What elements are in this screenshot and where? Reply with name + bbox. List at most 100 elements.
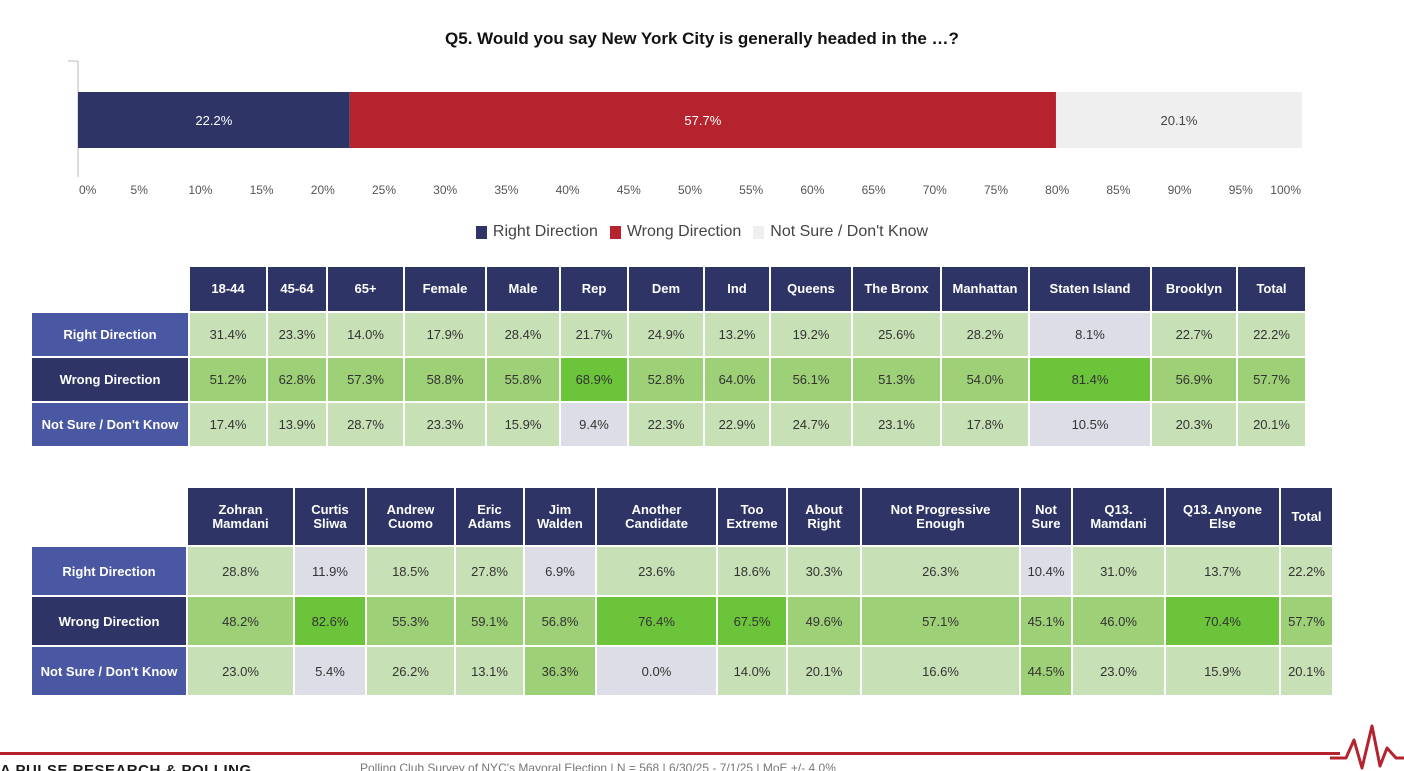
table-cell: 57.3% <box>328 358 403 401</box>
table-cell: 20.1% <box>1281 647 1332 695</box>
table-cell: 22.9% <box>705 403 769 446</box>
table-cell: 48.2% <box>188 597 293 645</box>
footer-survey-note: Polling Club Survey of NYC's Mayoral Ele… <box>360 761 836 771</box>
table-cell: 17.4% <box>190 403 266 446</box>
table-cell: 25.6% <box>853 313 940 356</box>
column-header: Jim Walden <box>525 488 595 545</box>
x-tick-label: 90% <box>1168 183 1192 197</box>
table-cell: 24.7% <box>771 403 851 446</box>
table-cell: 20.1% <box>788 647 860 695</box>
table-cell: 55.8% <box>487 358 559 401</box>
legend-swatch <box>753 225 765 239</box>
stacked-bar-chart: 22.2% 57.7% 20.1% 0% 5% 10% 15% 20% 25% 30% 35% 40%… <box>68 60 1302 197</box>
row-header: Right Direction <box>32 547 186 595</box>
crosstab-demographics: 18-44 45-64 65+ Female Male Rep Dem Ind Queens Th… <box>30 265 1307 448</box>
table-cell: 58.8% <box>405 358 485 401</box>
table-cell: 5.4% <box>295 647 365 695</box>
table-cell: 68.9% <box>561 358 627 401</box>
column-header: Female <box>405 267 485 311</box>
column-header: Not Progressive Enough <box>862 488 1019 545</box>
table-cell: 26.2% <box>367 647 454 695</box>
table-cell: 16.6% <box>862 647 1019 695</box>
column-header: Queens <box>771 267 851 311</box>
table-cell: 17.9% <box>405 313 485 356</box>
table-cell: 10.4% <box>1021 547 1071 595</box>
table-cell: 17.8% <box>942 403 1028 446</box>
table-cell: 26.3% <box>862 547 1019 595</box>
table-cell: 81.4% <box>1030 358 1150 401</box>
table-cell: 14.0% <box>328 313 403 356</box>
table-cell: 11.9% <box>295 547 365 595</box>
table-cell: 28.4% <box>487 313 559 356</box>
table-cell: 15.9% <box>1166 647 1279 695</box>
column-header: 18-44 <box>190 267 266 311</box>
table-row: Wrong Direction 51.2% 62.8% 57.3% 58.8% 55.8%… <box>32 358 1305 401</box>
table-cell: 56.8% <box>525 597 595 645</box>
bar-segment-right-direction <box>78 92 350 148</box>
footer-logo-text: A PULSE RESEARCH & POLLING <box>0 762 252 771</box>
footer-divider <box>0 752 1340 755</box>
table-cell: 18.6% <box>718 547 786 595</box>
table-row: Right Direction 31.4% 23.3% 14.0% 17.9% 28.4%… <box>32 313 1305 356</box>
column-header: 65+ <box>328 267 403 311</box>
column-header: Total <box>1281 488 1332 545</box>
table-cell: 23.3% <box>268 313 326 356</box>
bar-label-not-sure-don-t-know: 20.1% <box>1161 113 1198 128</box>
column-header: The Bronx <box>853 267 940 311</box>
chart-title: Q5. Would you say New York City is gener… <box>445 29 959 48</box>
row-header: Wrong Direction <box>32 597 186 645</box>
table-cell: 49.6% <box>788 597 860 645</box>
table-corner <box>32 267 188 311</box>
x-tick-label: 75% <box>984 183 1008 197</box>
table-cell: 55.3% <box>367 597 454 645</box>
column-header: Eric Adams <box>456 488 523 545</box>
column-header: 45-64 <box>268 267 326 311</box>
column-header: Staten Island <box>1030 267 1150 311</box>
header-row: 18-44 45-64 65+ Female Male Rep Dem Ind Queens Th… <box>32 267 1305 311</box>
row-header: Wrong Direction <box>32 358 188 401</box>
column-header: Zohran Mamdani <box>188 488 293 545</box>
column-header: Male <box>487 267 559 311</box>
table-cell: 28.8% <box>188 547 293 595</box>
legend-swatch <box>609 225 621 239</box>
legend-label: Not Sure / Don't Know <box>770 223 929 240</box>
table-cell: 51.2% <box>190 358 266 401</box>
table-cell: 19.2% <box>771 313 851 356</box>
column-header: Too Extreme <box>718 488 786 545</box>
legend-swatch <box>475 225 487 239</box>
table-cell: 52.8% <box>629 358 703 401</box>
table-cell: 21.7% <box>561 313 627 356</box>
table-cell: 13.9% <box>268 403 326 446</box>
table-cell: 18.5% <box>367 547 454 595</box>
table-cell: 56.9% <box>1152 358 1236 401</box>
bar-segment-not-sure-don-t-know <box>1055 92 1302 148</box>
x-tick-label: 70% <box>923 183 947 197</box>
x-tick-label: 5% <box>131 183 149 197</box>
table-cell: 9.4% <box>561 403 627 446</box>
table-cell: 13.1% <box>456 647 523 695</box>
x-tick-label: 60% <box>800 183 824 197</box>
table-row: Not Sure / Don't Know 17.4% 13.9% 28.7% 23.3… <box>32 403 1305 446</box>
legend-label: Wrong Direction <box>626 223 742 240</box>
table-cell: 36.3% <box>525 647 595 695</box>
table-cell: 59.1% <box>456 597 523 645</box>
column-header: Curtis Sliwa <box>295 488 365 545</box>
column-header: About Right <box>788 488 860 545</box>
x-tick-label: 100% <box>1270 183 1301 197</box>
legend-item-wrong-direction: Wrong Direction <box>609 223 742 241</box>
table-cell: 22.3% <box>629 403 703 446</box>
x-tick-label: 0% <box>79 183 97 197</box>
x-tick-label: 85% <box>1106 183 1130 197</box>
pulse-icon <box>1330 724 1404 770</box>
table-cell: 57.7% <box>1281 597 1332 645</box>
table-cell: 28.7% <box>328 403 403 446</box>
table-cell: 31.4% <box>190 313 266 356</box>
table-cell: 54.0% <box>942 358 1028 401</box>
table-cell: 46.0% <box>1073 597 1164 645</box>
row-header: Not Sure / Don't Know <box>32 647 186 695</box>
table-cell: 6.9% <box>525 547 595 595</box>
table-cell: 8.1% <box>1030 313 1150 356</box>
table-cell: 23.6% <box>597 547 716 595</box>
x-tick-label: 45% <box>617 183 641 197</box>
table-cell: 22.2% <box>1238 313 1305 356</box>
